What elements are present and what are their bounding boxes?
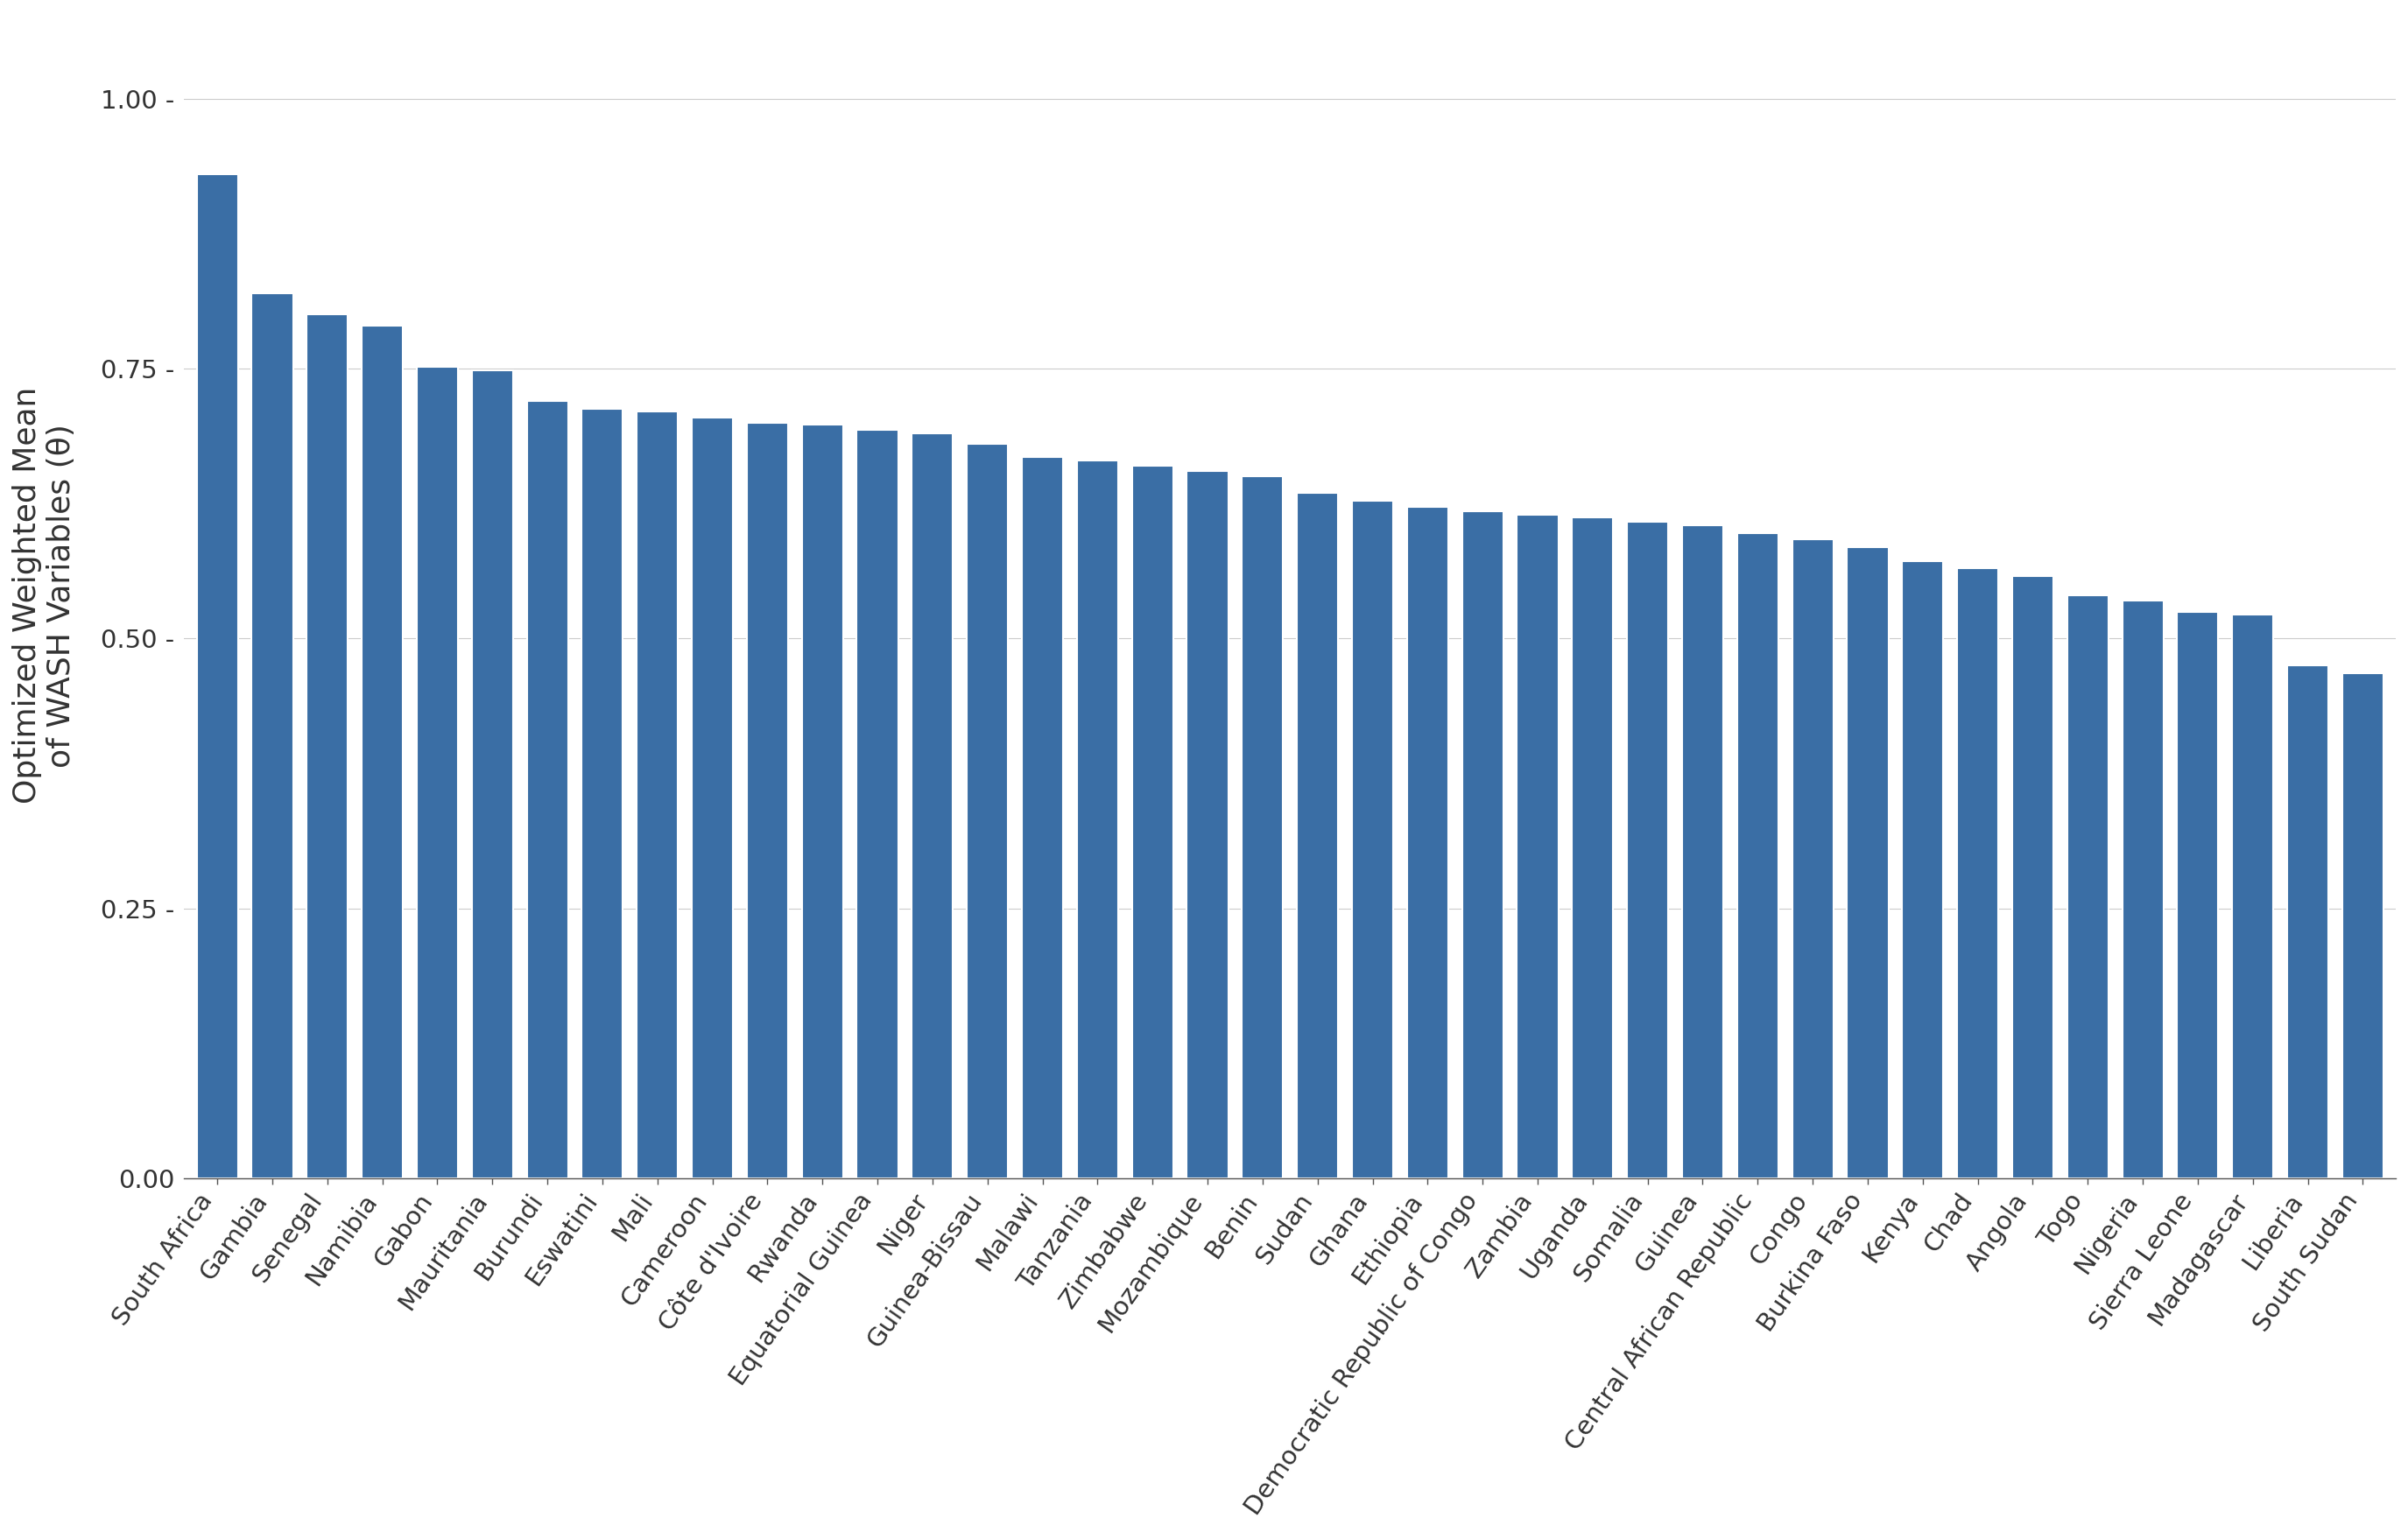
Bar bbox=[1351, 501, 1394, 1178]
Bar bbox=[2066, 596, 2109, 1178]
Bar bbox=[2013, 576, 2054, 1178]
Bar bbox=[1736, 533, 1777, 1178]
Bar bbox=[1187, 472, 1228, 1178]
Bar bbox=[1572, 518, 1613, 1178]
Bar bbox=[253, 293, 294, 1178]
Bar bbox=[857, 430, 898, 1178]
Bar bbox=[636, 412, 679, 1178]
Bar bbox=[2288, 665, 2329, 1178]
Bar bbox=[1847, 547, 1888, 1178]
Bar bbox=[472, 371, 513, 1178]
Bar bbox=[527, 401, 568, 1178]
Bar bbox=[1958, 568, 1999, 1178]
Bar bbox=[1517, 515, 1558, 1178]
Bar bbox=[1902, 561, 1943, 1178]
Bar bbox=[306, 314, 347, 1178]
Bar bbox=[1628, 522, 1669, 1178]
Bar bbox=[1406, 507, 1447, 1178]
Bar bbox=[197, 175, 238, 1178]
Bar bbox=[802, 424, 843, 1178]
Bar bbox=[1021, 457, 1062, 1178]
Bar bbox=[968, 444, 1009, 1178]
Bar bbox=[1792, 539, 1832, 1178]
Bar bbox=[2177, 611, 2218, 1178]
Bar bbox=[361, 325, 402, 1178]
Bar bbox=[1132, 466, 1173, 1178]
Bar bbox=[2343, 673, 2384, 1178]
Bar bbox=[1462, 512, 1503, 1178]
Bar bbox=[2121, 601, 2162, 1178]
Bar bbox=[913, 434, 954, 1178]
Bar bbox=[583, 409, 624, 1178]
Bar bbox=[1076, 460, 1117, 1178]
Bar bbox=[1243, 476, 1283, 1178]
Bar bbox=[746, 423, 787, 1178]
Bar bbox=[1298, 493, 1339, 1178]
Bar bbox=[691, 417, 732, 1178]
Bar bbox=[417, 366, 458, 1178]
Bar bbox=[1683, 525, 1724, 1178]
Y-axis label: Optimized Weighted Mean
of WASH Variables (θ): Optimized Weighted Mean of WASH Variable… bbox=[12, 388, 77, 804]
Bar bbox=[2232, 614, 2273, 1178]
